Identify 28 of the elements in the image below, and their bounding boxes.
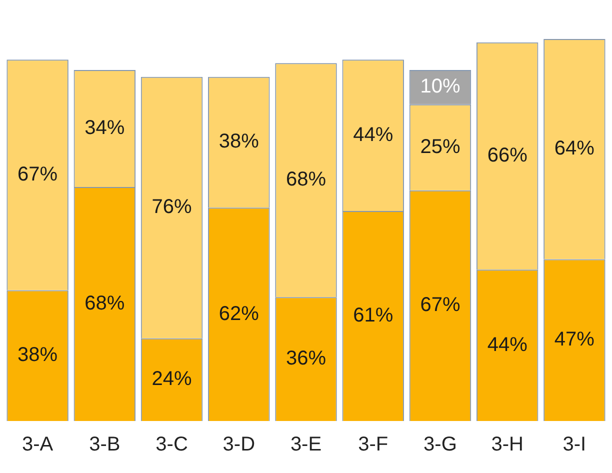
data-label: 64%: [554, 138, 595, 160]
data-label: 67%: [18, 163, 58, 186]
x-tick-label: 3-D: [222, 434, 256, 456]
x-tick-label: 3-B: [89, 434, 120, 456]
data-label: 34%: [84, 116, 125, 139]
data-label: 38%: [218, 130, 260, 153]
data-label: 44%: [487, 334, 528, 356]
data-label: 36%: [286, 348, 326, 370]
x-tick-label: 3-C: [156, 434, 188, 456]
data-label: 68%: [84, 292, 125, 314]
data-label: 44%: [353, 124, 394, 146]
data-label: 10%: [420, 76, 460, 98]
data-label: 38%: [18, 344, 58, 366]
x-tick-label: 3-E: [290, 434, 322, 456]
data-label: 66%: [487, 144, 528, 167]
data-label: 62%: [218, 302, 260, 325]
x-tick-label: 3-F: [358, 434, 388, 456]
x-tick-label: 3-A: [22, 434, 54, 456]
x-tick-label: 3-I: [562, 434, 586, 456]
data-label: 68%: [286, 168, 326, 191]
data-label: 61%: [353, 304, 394, 327]
x-tick-label: 3-G: [424, 434, 457, 456]
data-label: 24%: [152, 368, 192, 390]
data-label: 67%: [420, 294, 460, 316]
x-tick-label: 3-H: [491, 434, 524, 456]
data-label: 25%: [420, 136, 460, 158]
data-label: 47%: [554, 328, 595, 351]
data-label: 76%: [152, 196, 192, 218]
